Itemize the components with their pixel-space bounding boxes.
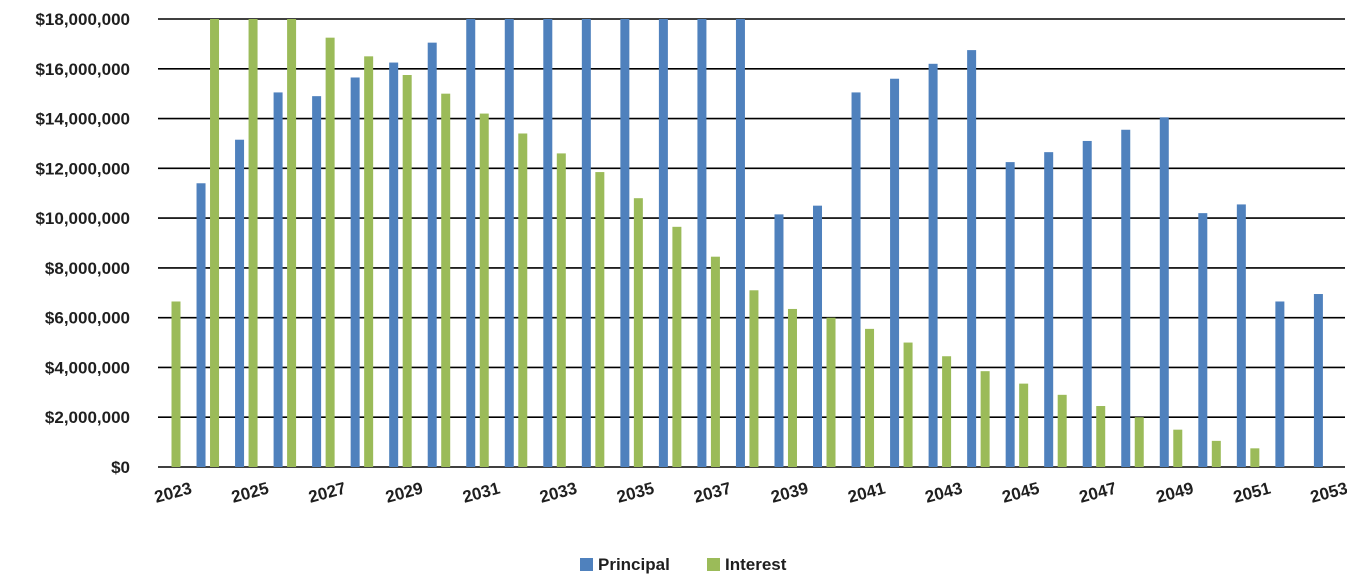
legend-label-interest: Interest	[725, 555, 787, 574]
bar-principal-2049	[1159, 117, 1169, 468]
x-tick-label: 2045	[1000, 479, 1041, 507]
y-tick-label: $2,000,000	[45, 408, 130, 427]
y-tick-label: $8,000,000	[45, 259, 130, 278]
bar-interest-2026	[287, 19, 297, 467]
y-tick-label: $6,000,000	[45, 309, 130, 328]
y-tick-label: $12,000,000	[35, 159, 130, 178]
bar-principal-2033	[543, 19, 553, 467]
y-tick-label: $0	[111, 458, 130, 477]
x-tick-label: 2023	[152, 479, 193, 507]
x-tick-label: 2033	[538, 479, 579, 507]
bar-principal-2047	[1082, 140, 1092, 467]
y-tick-label: $16,000,000	[35, 60, 130, 79]
bar-interest-2047	[1096, 406, 1106, 467]
y-tick-label: $4,000,000	[45, 358, 130, 377]
x-tick-label: 2025	[229, 479, 270, 507]
bar-principal-2043	[928, 63, 938, 468]
bar-interest-2037	[710, 256, 720, 467]
legend-swatch-interest	[707, 558, 720, 571]
bar-principal-2050	[1198, 213, 1208, 467]
bar-principal-2053	[1313, 294, 1323, 467]
x-tick-label: 2053	[1308, 479, 1347, 507]
x-tick-label: 2051	[1231, 479, 1272, 507]
bar-interest-2049	[1173, 429, 1183, 467]
bar-principal-2051	[1236, 204, 1246, 467]
x-tick-label: 2041	[846, 479, 887, 507]
bar-interest-2030	[441, 93, 451, 468]
x-tick-label: 2031	[461, 479, 502, 507]
bar-principal-2028	[350, 77, 360, 467]
bar-principal-2031	[466, 19, 476, 467]
bar-interest-2050	[1211, 440, 1221, 467]
bar-interest-2038	[749, 290, 759, 467]
bar-principal-2035	[620, 19, 630, 467]
bar-interest-2036	[672, 226, 682, 467]
bar-interest-2035	[633, 198, 643, 467]
bar-principal-2034	[581, 19, 591, 467]
bar-interest-2040	[826, 317, 836, 467]
bar-principal-2038	[735, 19, 745, 467]
bar-interest-2032	[518, 133, 528, 467]
x-axis-tick-labels: 2023 2025 2027 2029 2031 2033 2035 2037 2039 2041…	[152, 479, 1347, 507]
bar-interest-2041	[865, 328, 875, 467]
bar-principal-2039	[774, 214, 784, 467]
legend-swatch-principal	[580, 558, 593, 571]
legend: Principal Interest	[580, 555, 787, 574]
bar-interest-2034	[595, 172, 605, 468]
bar-principal-2044	[967, 50, 977, 467]
bar-principal-2027	[312, 96, 322, 468]
y-axis-tick-labels: $0 $2,000,000 $4,000,000 $6,000,000 $8,000,0…	[35, 10, 130, 477]
bar-principal-2029	[389, 62, 399, 468]
x-tick-label: 2027	[306, 479, 347, 507]
bar-interest-2043	[942, 356, 952, 467]
bar-principal-2025	[235, 139, 245, 467]
x-tick-label: 2047	[1077, 479, 1118, 507]
bar-principal-2042	[890, 78, 900, 467]
bar-principal-2026	[273, 92, 283, 467]
bar-principal-2032	[504, 19, 514, 467]
bar-principal-2041	[851, 92, 861, 467]
bar-interest-2051	[1250, 448, 1260, 467]
bar-principal-2052	[1275, 301, 1285, 467]
bar-interest-2025	[248, 19, 258, 467]
bars	[171, 19, 1323, 468]
bar-interest-2048	[1134, 417, 1144, 467]
bar-principal-2036	[658, 19, 668, 467]
x-tick-label: 2029	[384, 479, 425, 507]
legend-label-principal: Principal	[598, 555, 670, 574]
bar-principal-2030	[427, 42, 437, 468]
bar-interest-2039	[787, 308, 797, 467]
bar-principal-2037	[697, 19, 707, 467]
x-tick-label: 2043	[923, 479, 964, 507]
bar-principal-2048	[1121, 129, 1131, 467]
bar-interest-2024	[210, 19, 220, 467]
x-tick-label: 2039	[769, 479, 810, 507]
bar-interest-2042	[903, 342, 913, 467]
x-tick-label: 2049	[1154, 479, 1195, 507]
bar-interest-2045	[1019, 383, 1029, 467]
bar-interest-2031	[479, 113, 489, 468]
bar-interest-2029	[402, 75, 412, 467]
bar-interest-2023	[171, 301, 181, 467]
bar-principal-2046	[1044, 152, 1054, 467]
bar-principal-2040	[813, 205, 823, 467]
x-tick-label: 2037	[692, 479, 733, 507]
bar-interest-2044	[980, 371, 990, 467]
bar-principal-2024	[196, 183, 206, 467]
bar-interest-2028	[364, 56, 374, 467]
bar-interest-2027	[325, 37, 335, 468]
y-tick-label: $14,000,000	[35, 110, 130, 129]
bar-interest-2046	[1057, 394, 1067, 467]
x-tick-label: 2035	[615, 479, 656, 507]
bar-interest-2033	[556, 153, 566, 467]
bar-principal-2045	[1005, 162, 1015, 467]
y-tick-label: $10,000,000	[35, 209, 130, 228]
y-tick-label: $18,000,000	[35, 10, 130, 29]
